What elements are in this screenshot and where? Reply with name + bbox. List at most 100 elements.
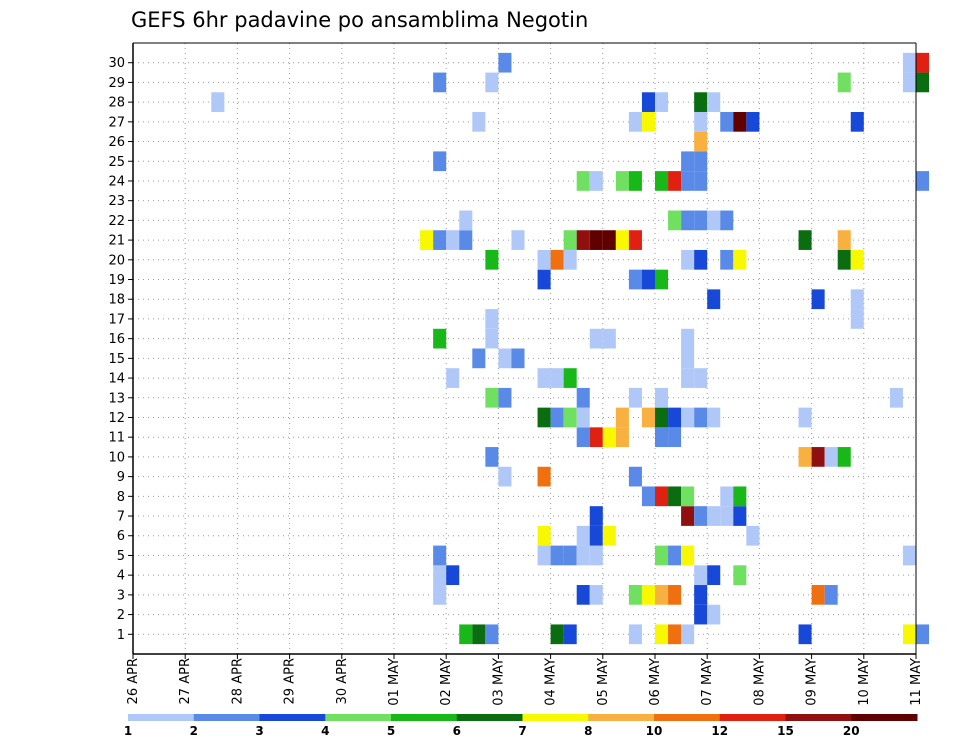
precip-cell — [837, 230, 851, 250]
y-tick-label: 9 — [117, 470, 125, 485]
precip-cell — [537, 269, 551, 290]
precip-cell — [707, 92, 721, 112]
precip-cell — [655, 407, 669, 428]
precip-cell — [576, 525, 590, 546]
precip-cell — [707, 210, 721, 231]
x-tick-label: 07 MAY — [700, 658, 715, 706]
precip-cell — [916, 52, 930, 73]
colorbar-segment — [785, 714, 852, 721]
precip-cell — [615, 230, 629, 250]
y-tick-label: 22 — [108, 214, 125, 229]
precip-cell — [641, 585, 655, 605]
y-tick-label: 21 — [108, 234, 125, 249]
y-tick-label: 26 — [108, 135, 125, 150]
y-tick-label: 27 — [108, 115, 125, 130]
precip-cell — [537, 407, 551, 428]
precip-cell — [733, 506, 747, 526]
precip-cell — [681, 545, 695, 566]
precip-cell — [589, 230, 603, 250]
colorbar-label: 10 — [646, 724, 663, 738]
precip-cell — [589, 585, 603, 605]
precip-cell — [641, 407, 655, 428]
precip-cell — [850, 249, 864, 270]
precip-cell — [916, 171, 930, 191]
precip-cell — [420, 230, 434, 250]
precip-cell — [837, 249, 851, 270]
precip-cell — [655, 269, 669, 290]
precip-cell — [720, 111, 734, 132]
y-tick-label: 28 — [108, 96, 125, 111]
precip-cell — [602, 525, 616, 546]
precip-cell — [681, 624, 695, 645]
precip-cell — [628, 269, 642, 290]
precip-cell — [459, 230, 473, 250]
precip-cell — [511, 230, 525, 250]
precip-cell — [668, 486, 682, 507]
precip-cell — [563, 249, 577, 270]
precip-cell — [550, 624, 564, 645]
axes — [132, 42, 917, 655]
colorbar-segment — [851, 714, 918, 721]
precip-cell — [916, 72, 930, 93]
precip-cell — [694, 565, 708, 586]
colorbar-label: 15 — [777, 724, 794, 738]
precip-cell — [694, 604, 708, 625]
precip-cell — [550, 368, 564, 388]
colorbar-label: 1 — [124, 724, 132, 738]
colorbar-label: 3 — [255, 724, 263, 738]
precip-cell — [655, 545, 669, 566]
precip-cell — [563, 407, 577, 428]
precip-cell — [446, 368, 460, 388]
precip-cell — [668, 427, 682, 448]
precip-cell — [694, 210, 708, 231]
x-tick-label: 10 MAY — [857, 658, 872, 706]
x-tick-label: 03 MAY — [491, 658, 506, 706]
y-tick-label: 20 — [108, 253, 125, 268]
x-tick-label: 06 MAY — [648, 658, 663, 706]
precip-cell — [681, 486, 695, 507]
precip-cell — [576, 427, 590, 448]
chart-title: GEFS 6hr padavine po ansamblima Negotin — [131, 8, 588, 32]
precip-cell — [850, 289, 864, 310]
x-tick-label: 28 APR — [230, 658, 245, 704]
y-tick-label: 6 — [117, 529, 125, 544]
precip-cell — [485, 309, 499, 329]
precip-cell — [498, 348, 512, 369]
y-tick-label: 4 — [117, 569, 125, 584]
precip-cell — [681, 249, 695, 270]
precip-cell — [668, 171, 682, 191]
precip-cell — [746, 111, 760, 132]
x-tick-label: 08 MAY — [752, 658, 767, 706]
precip-cell — [798, 230, 812, 250]
precip-cell — [655, 92, 669, 112]
y-tick-label: 5 — [117, 549, 125, 564]
precip-cell — [563, 545, 577, 566]
precip-cell — [681, 151, 695, 172]
precip-cell — [694, 151, 708, 172]
precip-cell — [628, 111, 642, 132]
x-tick-label: 05 MAY — [596, 658, 611, 706]
precip-cell — [824, 447, 838, 467]
precip-cell — [746, 525, 760, 546]
precip-cell — [641, 111, 655, 132]
precip-cell — [837, 447, 851, 467]
precip-cell — [459, 210, 473, 231]
precip-cell — [550, 249, 564, 270]
colorbar-label: 20 — [843, 724, 860, 738]
precip-cell — [472, 624, 486, 645]
precip-cell — [485, 328, 499, 349]
precip-cell — [446, 565, 460, 586]
precip-cell — [681, 328, 695, 349]
y-tick-label: 13 — [108, 391, 125, 406]
precip-cell — [811, 289, 825, 310]
precip-cell — [485, 624, 499, 645]
precip-cell — [655, 427, 669, 448]
precip-cell — [433, 151, 447, 172]
precip-cell — [511, 348, 525, 369]
precip-cell — [733, 249, 747, 270]
precip-cell — [472, 111, 486, 132]
precip-cell — [668, 624, 682, 645]
precip-cell — [537, 466, 551, 487]
y-tick-label: 23 — [108, 194, 125, 209]
precip-cell — [537, 525, 551, 546]
